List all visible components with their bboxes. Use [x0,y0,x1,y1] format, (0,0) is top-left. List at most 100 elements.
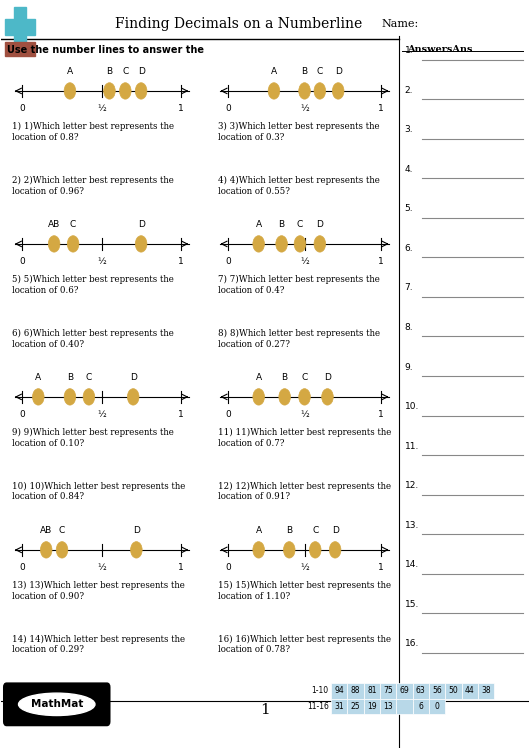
FancyBboxPatch shape [4,683,110,725]
Text: C: C [70,220,76,229]
Text: D: D [133,526,140,535]
Text: ½: ½ [300,410,309,419]
Bar [478,683,494,699]
Text: 8.: 8. [405,323,413,332]
Bar [380,683,396,699]
Text: 10.: 10. [405,402,419,411]
Text: 1: 1 [178,410,183,419]
Text: 1) 1)Which letter best represents the
location of 0.8?: 1) 1)Which letter best represents the lo… [12,122,174,142]
Text: 25: 25 [351,702,360,711]
Circle shape [64,389,76,405]
Text: AB: AB [48,220,60,229]
Text: 15.: 15. [405,600,419,609]
Text: 4) 4)Which letter best represents the
location of 0.55?: 4) 4)Which letter best represents the lo… [217,176,379,195]
Circle shape [64,82,76,99]
Bar [14,7,26,49]
Text: 31: 31 [334,702,344,711]
Text: 3.: 3. [405,125,413,134]
Text: 5.: 5. [405,204,413,213]
Bar [462,683,478,699]
Text: 13: 13 [383,702,393,711]
Text: ½: ½ [300,563,309,572]
Text: A: A [255,373,262,382]
Bar [413,683,429,699]
Text: 19: 19 [367,702,377,711]
Circle shape [268,82,280,99]
Text: 11.: 11. [405,442,419,451]
Text: B: B [302,67,307,76]
Text: C: C [59,526,65,535]
Text: 7.: 7. [405,283,413,292]
Text: 9.: 9. [405,363,413,372]
Text: B: B [279,220,285,229]
Text: 0: 0 [20,104,25,113]
Text: 13) 13)Which letter best represents the
location of 0.90?: 13) 13)Which letter best represents the … [12,581,185,601]
Text: 0: 0 [225,104,231,113]
Text: 11-16: 11-16 [307,702,329,711]
Bar [380,699,396,715]
Text: 63: 63 [416,686,426,695]
Text: 88: 88 [351,686,360,695]
Text: 5) 5)Which letter best represents the
location of 0.6?: 5) 5)Which letter best represents the lo… [12,275,174,295]
Text: 8) 8)Which letter best represents the
location of 0.27?: 8) 8)Which letter best represents the lo… [217,329,379,348]
Text: 2.: 2. [405,85,413,94]
Text: 6: 6 [418,702,423,711]
Text: 0: 0 [20,410,25,419]
Text: B: B [67,373,73,382]
Text: B: B [281,373,288,382]
Text: 4.: 4. [405,165,413,174]
Circle shape [294,236,306,252]
Text: 11) 11)Which letter best represents the
location of 0.7?: 11) 11)Which letter best represents the … [217,428,391,448]
Text: D: D [335,67,342,76]
Bar [364,683,380,699]
Text: AB: AB [40,526,52,535]
Circle shape [119,82,131,99]
Bar [396,699,413,715]
Text: A: A [255,526,262,535]
Text: AnswersAns: AnswersAns [408,45,473,54]
Text: ½: ½ [300,104,309,113]
Text: D: D [138,220,145,229]
Text: A: A [35,373,41,382]
Text: B: B [286,526,293,535]
Bar [331,699,347,715]
Text: ½: ½ [97,410,106,419]
Text: 1: 1 [178,563,183,572]
Text: Use the number lines to answer the: Use the number lines to answer the [7,45,204,55]
Text: 44: 44 [465,686,475,695]
Circle shape [130,542,142,558]
Text: C: C [317,67,323,76]
Circle shape [104,82,115,99]
Text: C: C [312,526,319,535]
Text: 9) 9)Which letter best represents the
location of 0.10?: 9) 9)Which letter best represents the lo… [12,428,174,448]
Text: 1: 1 [178,104,183,113]
Text: Name:: Name: [381,19,418,28]
Bar [429,683,445,699]
Text: Finding Decimals on a Numberline: Finding Decimals on a Numberline [115,16,363,31]
Text: 0: 0 [435,702,439,711]
Text: 12) 12)Which letter best represents the
location of 0.91?: 12) 12)Which letter best represents the … [217,482,391,502]
Circle shape [253,389,264,405]
Circle shape [284,542,295,558]
Text: 1: 1 [378,104,384,113]
Bar [347,683,364,699]
Circle shape [299,82,311,99]
Text: 7) 7)Which letter best represents the
location of 0.4?: 7) 7)Which letter best represents the lo… [217,275,379,295]
Bar [347,699,364,715]
Text: ½: ½ [97,563,106,572]
Text: 1: 1 [178,258,183,267]
Bar [364,699,380,715]
Text: D: D [324,373,331,382]
Text: C: C [86,373,92,382]
Circle shape [322,389,333,405]
Text: A: A [271,67,277,76]
Text: 0: 0 [20,258,25,267]
Circle shape [83,389,95,405]
Circle shape [67,236,79,252]
Text: 1: 1 [378,563,384,572]
Ellipse shape [19,693,95,715]
Text: 1.: 1. [405,46,413,55]
Text: 12.: 12. [405,481,419,490]
Text: 10) 10)Which letter best represents the
location of 0.84?: 10) 10)Which letter best represents the … [12,482,185,502]
Text: C: C [302,373,308,382]
